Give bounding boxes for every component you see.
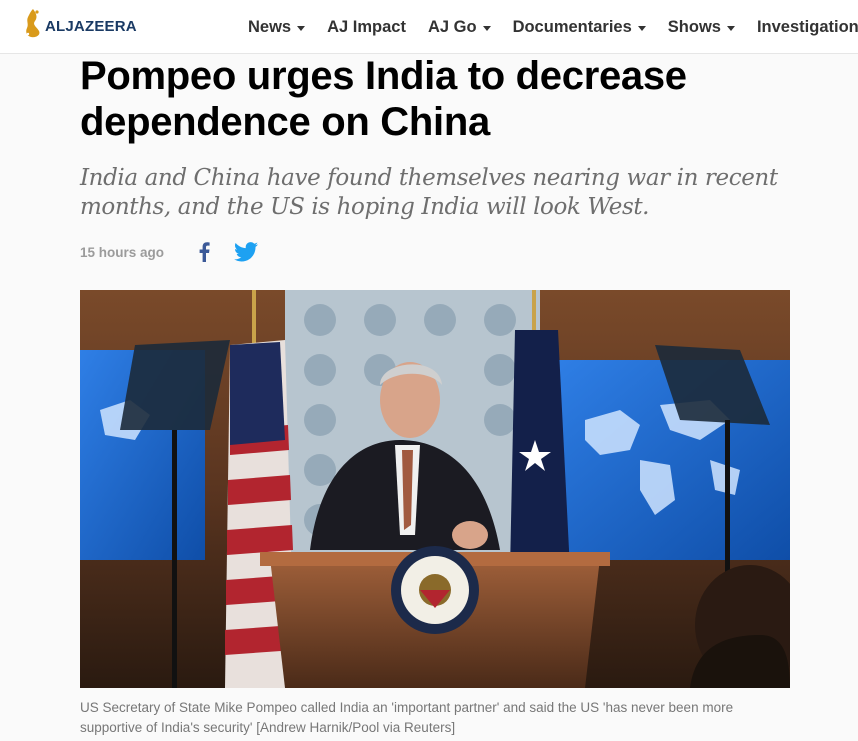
chevron-down-icon	[297, 26, 306, 31]
nav-item-news[interactable]: News	[248, 18, 306, 37]
nav-label: Shows	[667, 18, 721, 36]
article-timestamp: 15 hours ago	[80, 244, 165, 260]
nav-label: AJ Impact	[327, 18, 406, 36]
aljazeera-calligraphy-icon	[26, 9, 40, 38]
photo-caption: US Secretary of State Mike Pompeo called…	[80, 700, 734, 735]
nav-item-aj-go[interactable]: AJ Go	[428, 18, 491, 37]
nav-item-documentaries[interactable]: Documentaries	[513, 18, 646, 37]
nav-label: Documentaries	[512, 18, 632, 36]
nav-label: News	[248, 18, 292, 36]
logo-wordmark: ALJAZEERA	[45, 17, 137, 35]
nav-label: AJ Go	[427, 18, 477, 36]
site-logo[interactable]: ALJAZEERA	[22, 6, 137, 40]
nav-item-investigations[interactable]: Investigations	[757, 18, 858, 37]
article-subheadline: India and China have found themselves ne…	[80, 165, 778, 220]
nav-label: Investigations	[756, 18, 858, 36]
nav-item-shows[interactable]: Shows	[668, 18, 735, 37]
article-meta: 15 hours ago	[80, 238, 259, 266]
twitter-icon[interactable]	[234, 242, 259, 262]
facebook-icon[interactable]	[198, 242, 210, 262]
main-nav: News AJ Impact AJ Go Documentaries Shows…	[248, 18, 858, 37]
chevron-down-icon	[637, 26, 646, 31]
article-headline: Pompeo urges India to decrease dependenc…	[80, 54, 687, 144]
chevron-down-icon	[482, 26, 491, 31]
article-photo	[80, 290, 790, 688]
press-briefing-photo	[80, 290, 790, 688]
site-header: ALJAZEERA News AJ Impact AJ Go Documenta…	[0, 0, 858, 54]
chevron-down-icon	[726, 26, 735, 31]
nav-item-aj-impact[interactable]: AJ Impact	[327, 18, 406, 37]
